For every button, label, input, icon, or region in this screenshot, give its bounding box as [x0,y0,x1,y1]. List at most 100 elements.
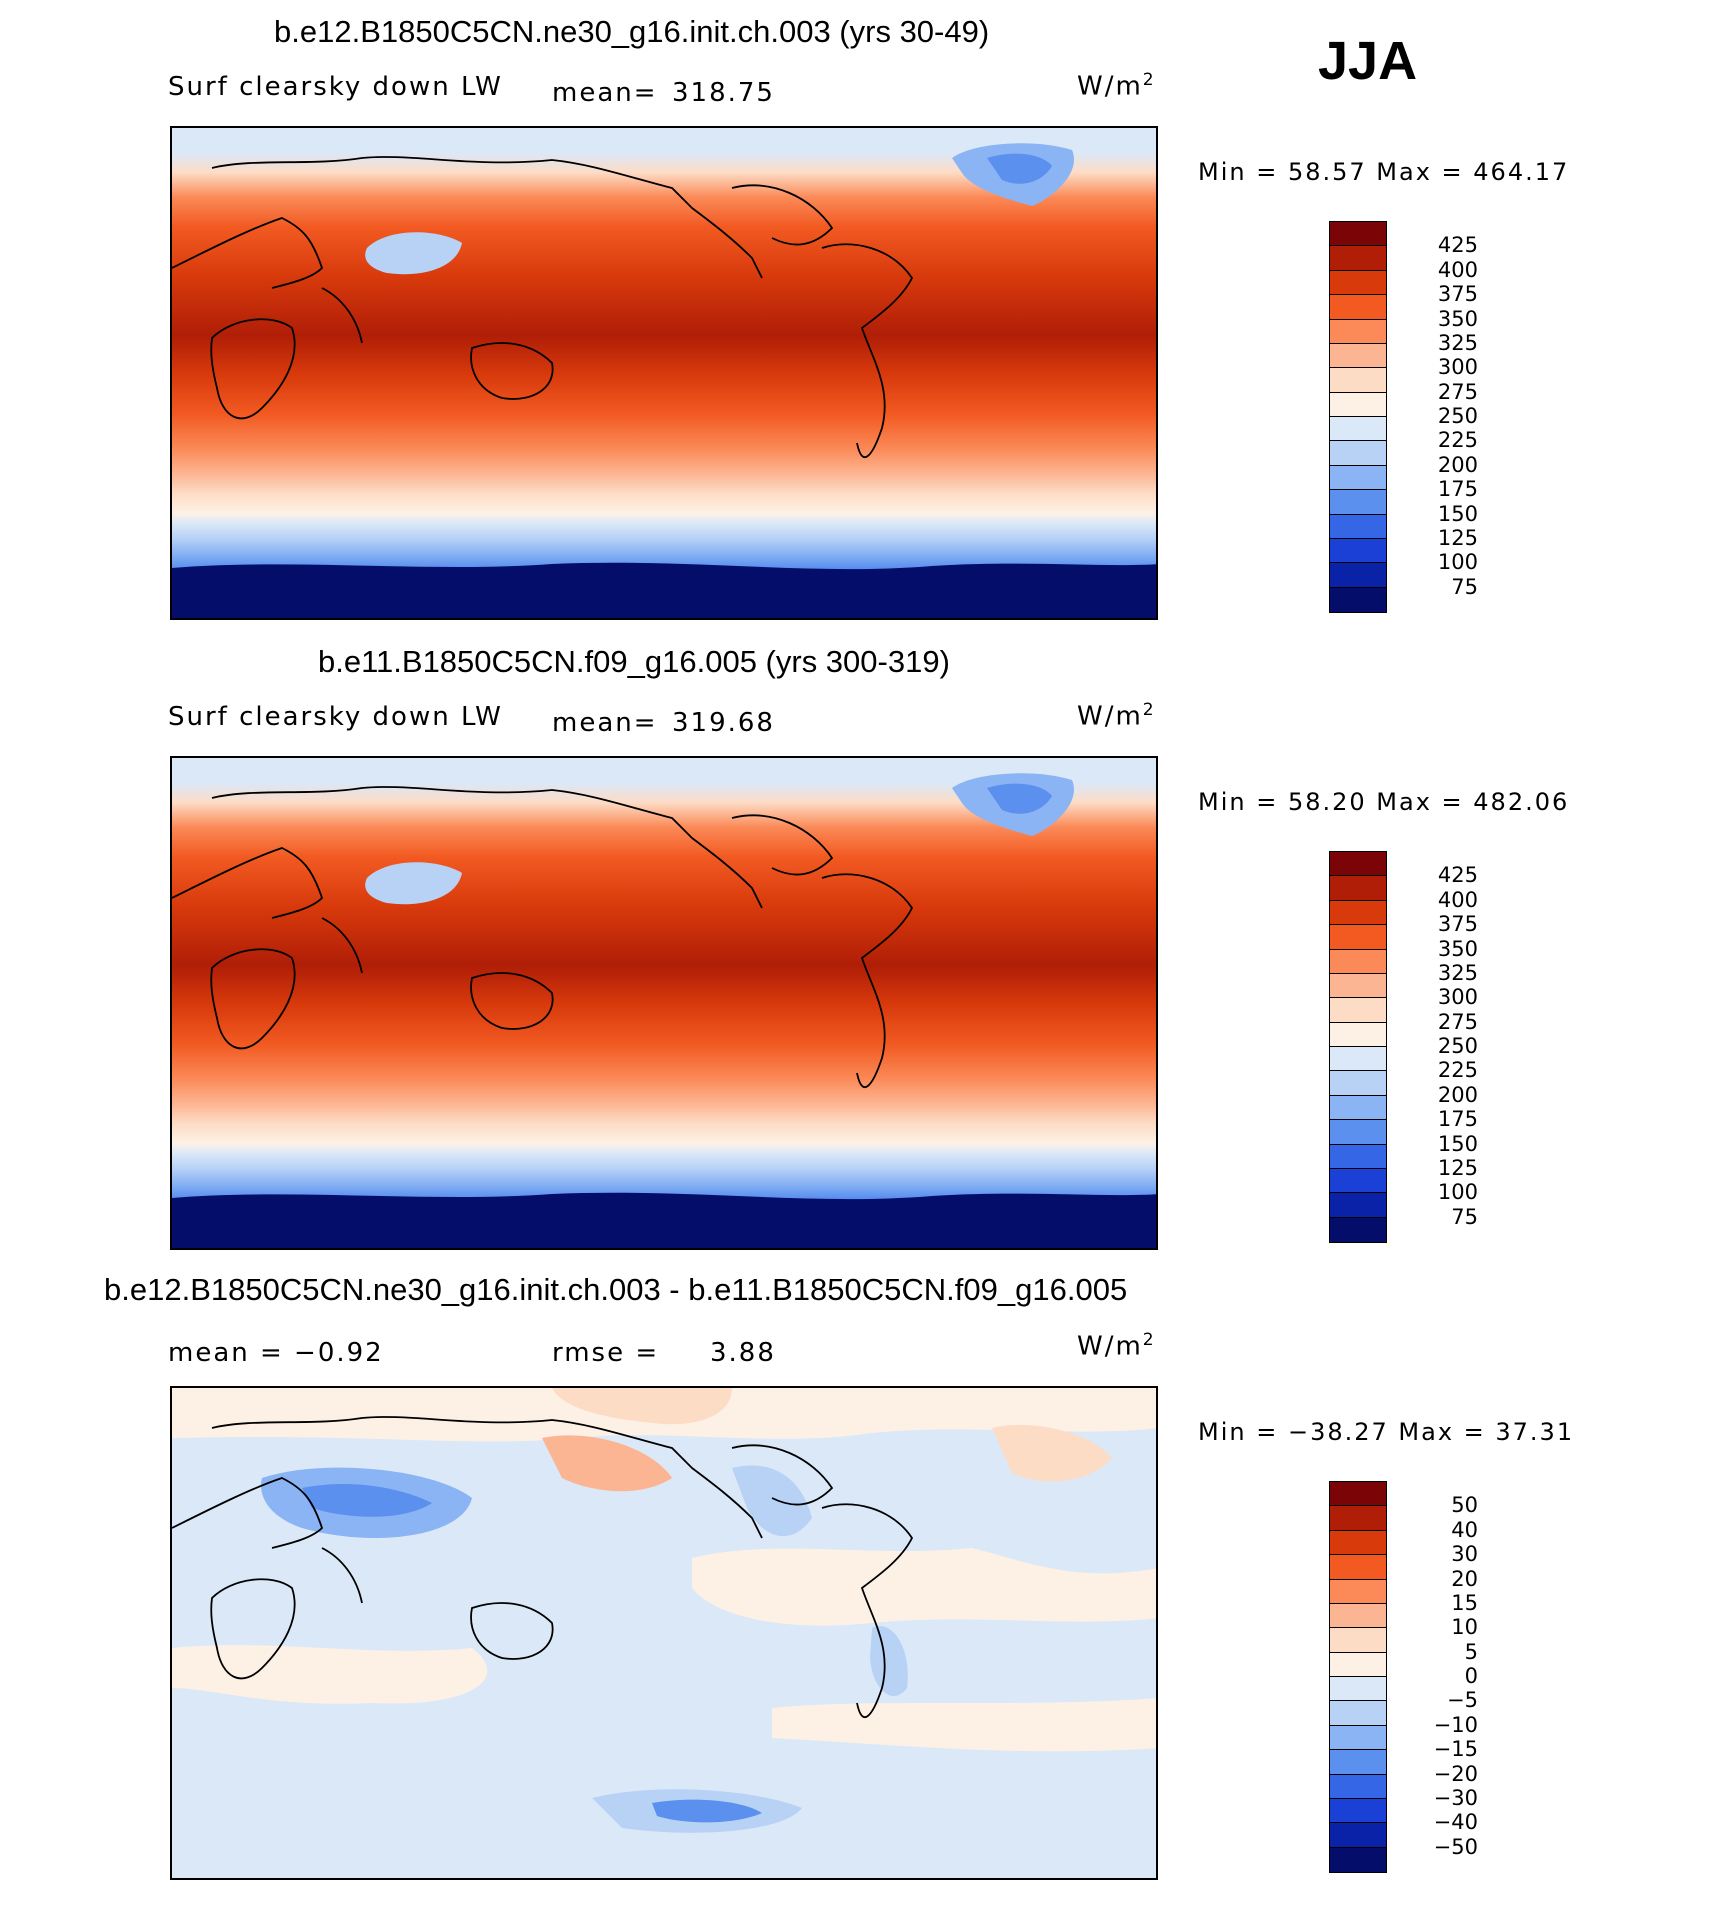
panel-2-units: W/m2 [1077,700,1156,732]
colorbar-segment [1330,1603,1386,1629]
colorbar-segment [1330,1144,1386,1169]
panel-2-map-svg [172,758,1156,1248]
colorbar-tick-label: −40 [1433,1810,1478,1835]
panel-2-mean-value: 319.68 [672,708,775,738]
colorbar-tick-label: 400 [1437,257,1478,282]
colorbar-segment [1330,1071,1386,1096]
colorbar-segment [1330,1725,1386,1751]
panel-1-units: W/m2 [1077,70,1156,102]
colorbar-segment [1330,925,1386,950]
colorbar-segment [1330,441,1386,466]
colorbar-segment [1330,1798,1386,1824]
panel-3-coastlines [172,1416,914,1718]
colorbar-tick-label: −15 [1433,1737,1478,1762]
colorbar-segment [1330,1506,1386,1531]
colorbar-tick-label: 275 [1437,1009,1478,1034]
panel-3-minmax: Min = −38.27 Max = 37.31 [1198,1418,1575,1446]
colorbar-tick-label: 40 [1451,1517,1478,1542]
colorbar-segment [1330,1750,1386,1775]
colorbar-segment [1330,490,1386,515]
colorbar-tick-label: 100 [1437,1180,1478,1205]
panel-1-coastlines [172,156,914,458]
colorbar-tick-label: 350 [1437,936,1478,961]
colorbar-segment [1330,270,1386,296]
colorbar-segment [1330,1047,1386,1072]
colorbar-segment [1330,949,1386,974]
colorbar-tick-label: 250 [1437,1034,1478,1058]
panel-1-minmax: Min = 58.57 Max = 464.17 [1198,158,1570,186]
colorbar-tick-label: 150 [1437,1131,1478,1156]
panel-1-title: b.e12.B1850C5CN.ne30_g16.init.ch.003 (yr… [274,14,990,49]
colorbar-segment [1330,514,1386,539]
colorbar-tick-label: 400 [1437,887,1478,912]
colorbar-segment [1330,1823,1386,1848]
units-exponent: 2 [1142,70,1156,90]
panel-3-units: W/m2 [1077,1330,1156,1362]
colorbar-segment [1330,417,1386,442]
colorbar-tick-label: 425 [1437,233,1478,258]
colorbar-tick-label: 10 [1451,1615,1478,1640]
colorbar-segment [1330,587,1386,612]
colorbar-tick-label: −5 [1447,1688,1478,1713]
panel-2-variable-label: Surf clearsky down LW [168,702,503,732]
colorbar-tick-label: 350 [1437,306,1478,331]
colorbar-segment [1330,392,1386,417]
colorbar-segment [1330,1774,1386,1799]
colorbar-tick-label: −30 [1433,1785,1478,1810]
panel-3-colorbar [1329,1481,1387,1873]
panel-2-coastlines [172,786,914,1088]
colorbar-segment [1330,1677,1386,1702]
panel-3-colorbar-labels: 50 40 30 20 15 10 5 0 −5 −10 −15 −20 −30 −40 −50 [1398,1481,1478,1873]
panel-1-colorbar [1329,221,1387,613]
colorbar-segment [1330,1579,1386,1604]
season-label: JJA [1318,31,1418,91]
panel-3-rmse-label: rmse = [552,1338,660,1368]
units-base: W/m [1077,701,1143,732]
colorbar-segment [1330,563,1386,588]
colorbar-tick-label: 0 [1464,1664,1478,1688]
colorbar-tick-label: 15 [1451,1590,1478,1615]
colorbar-tick-label: 50 [1451,1493,1478,1518]
panel-2-colorbar-labels: 425 400 375 350 325 300 275 250 225 200 175 150 125 1… [1398,851,1478,1243]
colorbar-tick-label: 150 [1437,501,1478,526]
panel-1-mean-value: 318.75 [672,78,775,108]
colorbar-segment [1330,1120,1386,1145]
panel-1-mean-label: mean= [552,78,658,108]
colorbar-tick-label: 325 [1437,960,1478,985]
colorbar-tick-label: 30 [1451,1542,1478,1567]
panel-2-minmax: Min = 58.20 Max = 482.06 [1198,788,1570,816]
colorbar-segment [1330,852,1386,877]
colorbar-tick-label: 75 [1451,1204,1478,1229]
colorbar-tick-label: 125 [1437,525,1478,550]
colorbar-segment [1330,368,1386,393]
panel-3-map [170,1386,1158,1880]
colorbar-tick-label: 200 [1437,452,1478,477]
colorbar-tick-label: 325 [1437,330,1478,355]
units-base: W/m [1077,71,1143,102]
colorbar-segment [1330,1628,1386,1653]
panel-3-mean: mean = −0.92 [168,1338,384,1368]
colorbar-tick-label: 275 [1437,379,1478,404]
panel-1-colorbar-labels: 425 400 375 350 325 300 275 250 225 200 175 150 125 1… [1398,221,1478,613]
colorbar-tick-label: −10 [1433,1712,1478,1737]
colorbar-tick-label: 425 [1437,863,1478,888]
colorbar-tick-label: 300 [1437,355,1478,380]
colorbar-tick-label: 75 [1451,574,1478,599]
colorbar-segment [1330,1022,1386,1047]
colorbar-tick-label: 20 [1451,1566,1478,1591]
colorbar-segment [1330,1847,1386,1872]
panel-3-rmse-value: 3.88 [710,1338,776,1368]
colorbar-segment [1330,1168,1386,1194]
colorbar-segment [1330,998,1386,1023]
colorbar-tick-label: 5 [1464,1639,1478,1664]
colorbar-tick-label: 200 [1437,1082,1478,1107]
colorbar-segment [1330,295,1386,320]
panel-2-colorbar [1329,851,1387,1243]
colorbar-segment [1330,538,1386,564]
colorbar-segment [1330,1555,1386,1580]
colorbar-segment [1330,222,1386,247]
panel-2-map [170,756,1158,1250]
colorbar-segment [1330,1095,1386,1121]
panel-2-title: b.e11.B1850C5CN.f09_g16.005 (yrs 300-319… [318,644,950,679]
colorbar-tick-label: −50 [1433,1834,1478,1859]
